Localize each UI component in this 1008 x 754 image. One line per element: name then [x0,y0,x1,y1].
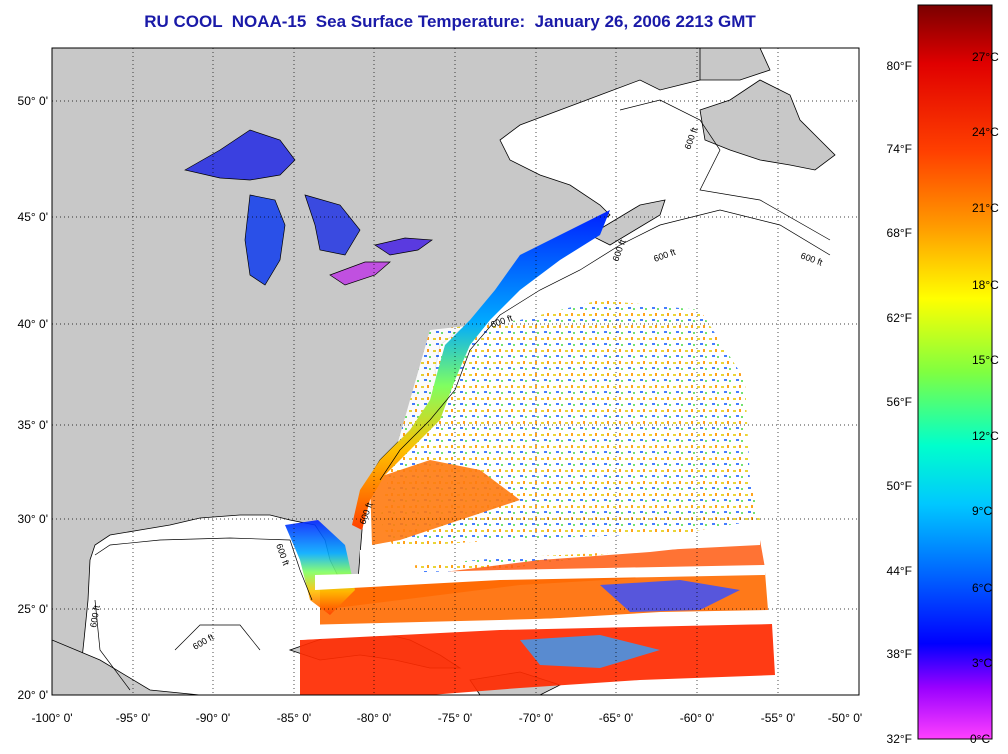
colorbar-f-label: 74°F [887,142,912,156]
isobath-line [94,537,313,601]
isobath-label: 600 ft [88,604,102,628]
colorbar-c-label: 18°C [972,278,999,292]
lon-tick-label: -75° 0' [438,711,472,725]
graticule [52,48,859,695]
lat-tick-label: 45° 0' [18,210,48,224]
great-lakes-erie [329,261,391,286]
land-newfoundland [699,79,836,171]
isobath-line [94,599,131,691]
land-nova-scotia [589,199,666,246]
great-lakes-huron [304,194,361,256]
cloud-gap-3 [300,612,772,640]
lat-tick-label: 30° 0' [18,512,48,526]
lon-tick-label: -85° 0' [277,711,311,725]
lat-axis: 20° 0' 25° 0' 30° 0' 35° 0' 40° 0' 45° 0… [18,94,48,702]
colorbar-f-label: 38°F [887,647,912,661]
lat-tick-label: 20° 0' [18,688,48,702]
sst-coastal-strip [352,210,610,530]
colorbar-f-label: 44°F [887,564,912,578]
lat-tick-label: 50° 0' [18,94,48,108]
colorbar-f-label: 80°F [887,59,912,73]
colorbar-f-label: 56°F [887,395,912,409]
lon-axis: -100° 0' -95° 0' -90° 0' -85° 0' -80° 0'… [31,711,862,725]
colorbar: 80°F 74°F 68°F 62°F 56°F 50°F 44°F 38°F … [887,4,999,746]
colorbar-c-label: 27°C [972,50,999,64]
colorbar-c-label: 15°C [972,353,999,367]
colorbar-c-label: 6°C [972,581,992,595]
map-frame [51,47,860,696]
great-lakes-michigan [244,194,286,286]
colorbar-celsius-labels: 27°C 24°C 21°C 18°C 15°C 12°C 9°C 6°C 3°… [970,50,999,746]
colorbar-c-label: 24°C [972,125,999,139]
colorbar-c-label: 21°C [972,201,999,215]
lon-tick-label: -90° 0' [196,711,230,725]
lat-tick-label: 40° 0' [18,317,48,331]
lon-tick-label: -100° 0' [31,711,72,725]
colorbar-c-label: 9°C [972,504,992,518]
colorbar-fahrenheit-labels: 80°F 74°F 68°F 62°F 56°F 50°F 44°F 38°F … [887,59,912,746]
colorbar-f-label: 62°F [887,311,912,325]
lat-tick-label: 35° 0' [18,418,48,432]
lon-tick-label: -80° 0' [357,711,391,725]
cloud-gap-1 [360,530,760,570]
great-lakes-ontario [374,237,433,256]
lat-tick-label: 25° 0' [18,602,48,616]
colorbar-c-label: 3°C [972,656,992,670]
isobath-line [619,99,831,241]
map-title: RU COOL NOAA-15 Sea Surface Temperature:… [144,12,756,31]
sst-band-3-cool [600,580,740,612]
colorbar-c-label: 12°C [972,429,999,443]
sst-gulf-coast [285,520,355,615]
lon-tick-label: -65° 0' [599,711,633,725]
colorbar-f-label: 50°F [887,479,912,493]
colorbar-ramp [917,4,993,740]
colorbar-f-label: 32°F [887,732,912,746]
colorbar-c-label: 0°C [970,732,990,746]
land-yucatan [52,639,201,695]
lon-tick-label: -50° 0' [828,711,862,725]
land-quebec-north [699,48,771,81]
lon-tick-label: -70° 0' [519,711,553,725]
lon-tick-label: -55° 0' [761,711,795,725]
cloud-gap-2 [315,565,765,590]
sst-band-4-cool [520,635,660,668]
colorbar-f-label: 68°F [887,226,912,240]
lon-tick-label: -60° 0' [680,711,714,725]
sst-warm-band-1 [370,460,520,545]
isobath-line [379,209,831,481]
isobath-line [174,624,261,651]
great-lakes-superior [184,129,296,181]
lon-tick-label: -95° 0' [116,711,150,725]
